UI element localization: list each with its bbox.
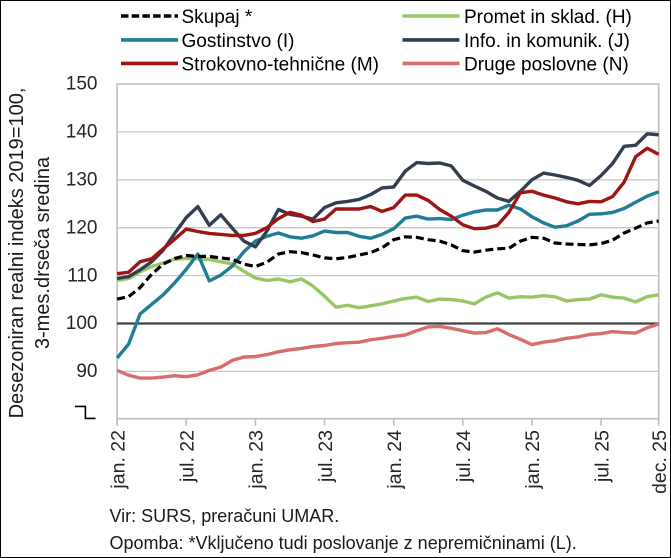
svg-text:jul. 23: jul. 23 <box>315 430 337 483</box>
svg-text:Druge poslovne (N): Druge poslovne (N) <box>464 54 629 75</box>
svg-text:jul. 24: jul. 24 <box>453 430 475 483</box>
svg-text:3-mes.drseča sredina: 3-mes.drseča sredina <box>32 156 54 349</box>
svg-text:110: 110 <box>67 265 97 286</box>
svg-text:Skupaj *: Skupaj * <box>182 7 253 28</box>
svg-text:jul. 25: jul. 25 <box>591 430 613 483</box>
svg-text:Gostinstvo (I): Gostinstvo (I) <box>182 31 295 52</box>
svg-text:90: 90 <box>76 361 97 382</box>
svg-text:Desezoniran realni indeks 2019: Desezoniran realni indeks 2019=100, <box>6 88 28 419</box>
svg-text:130: 130 <box>66 170 98 191</box>
svg-text:100: 100 <box>66 313 98 334</box>
svg-text:jul. 22: jul. 22 <box>177 430 199 483</box>
svg-text:Vir: SURS, preračuni UMAR.: Vir: SURS, preračuni UMAR. <box>110 506 340 526</box>
svg-text:jan. 23: jan. 23 <box>246 430 268 490</box>
svg-text:dec. 25: dec. 25 <box>649 430 670 494</box>
svg-text:jan. 25: jan. 25 <box>522 430 544 490</box>
svg-text:Info. in komunik. (J): Info. in komunik. (J) <box>464 31 630 52</box>
svg-text:Opomba: *Vključeno tudi poslov: Opomba: *Vključeno tudi poslovanje z nep… <box>110 533 577 553</box>
svg-text:Promet in sklad. (H): Promet in sklad. (H) <box>464 7 632 28</box>
svg-text:120: 120 <box>66 217 98 238</box>
svg-text:jan. 24: jan. 24 <box>384 430 406 490</box>
svg-text:150: 150 <box>66 74 98 95</box>
svg-text:140: 140 <box>66 122 98 143</box>
svg-text:jan. 22: jan. 22 <box>107 430 129 490</box>
svg-text:Strokovno-tehnične (M): Strokovno-tehnične (M) <box>182 54 379 75</box>
